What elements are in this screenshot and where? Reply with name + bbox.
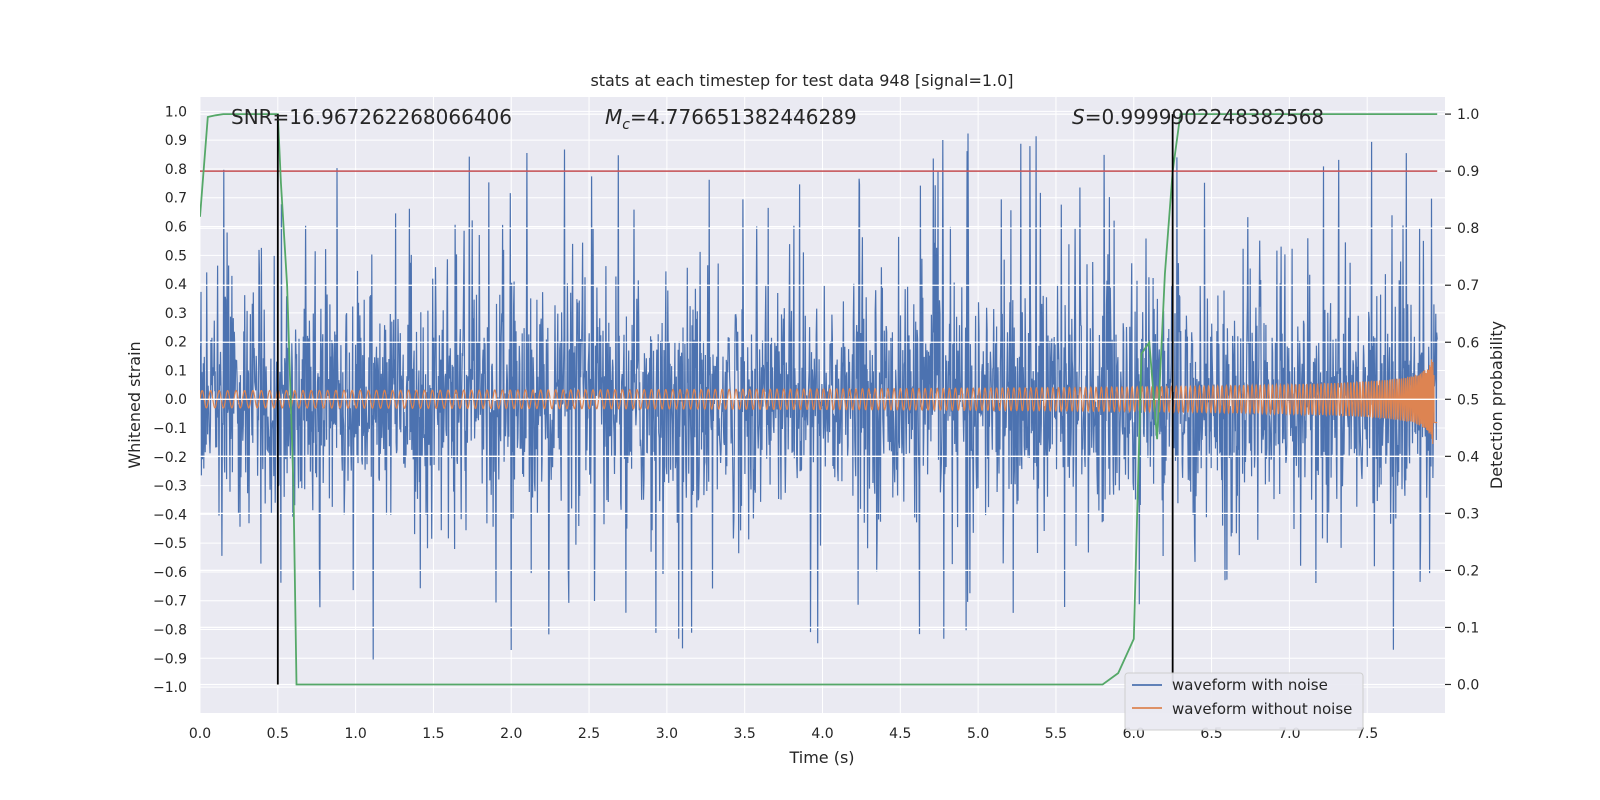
x-tick-label: 3.0 xyxy=(656,726,678,742)
x-axis-label: Time (s) xyxy=(788,748,854,767)
y2-axis-ticks: 1.0 0.9 0.8 0.7 0.6 0.5 0.4 0.3 0.2 0.1 0.0 xyxy=(1445,107,1479,693)
y-tick-label: 0.8 xyxy=(165,162,187,178)
s-annotation: S=0.9999902248382568 xyxy=(1072,105,1324,129)
y-tick-label: −0.1 xyxy=(153,421,187,437)
legend-label-noise: waveform with noise xyxy=(1172,676,1328,694)
y2-tick-label: 0.3 xyxy=(1457,506,1479,522)
y2-axis-label: Detection probability xyxy=(1487,321,1506,489)
y-tick-label: 0.7 xyxy=(165,191,187,207)
y2-tick-label: 0.4 xyxy=(1457,449,1479,465)
y2-tick-label: 0.0 xyxy=(1457,677,1479,693)
y-axis-label: Whitened strain xyxy=(125,341,144,468)
y-tick-label: −0.4 xyxy=(153,507,187,523)
mc-subscript: c xyxy=(622,117,630,133)
mc-value: =4.776651382446289 xyxy=(630,105,857,129)
y2-tick-label: 0.5 xyxy=(1457,392,1479,408)
x-tick-label: 1.0 xyxy=(344,726,366,742)
y2-tick-label: 0.1 xyxy=(1457,620,1479,636)
x-tick-label: 0.5 xyxy=(267,726,289,742)
y-tick-label: −1.0 xyxy=(153,680,187,696)
y-tick-label: −0.6 xyxy=(153,565,187,581)
y-tick-label: 0.0 xyxy=(165,392,187,408)
y-tick-label: 0.5 xyxy=(165,248,187,264)
y-tick-label: 0.2 xyxy=(165,335,187,351)
y-tick-label: −0.9 xyxy=(153,651,187,667)
mc-annotation: Mc=4.776651382446289 xyxy=(605,105,857,133)
snr-annotation: SNR=16.967262268066406 xyxy=(231,105,512,129)
y2-tick-label: 0.9 xyxy=(1457,164,1479,180)
y-tick-label: −0.8 xyxy=(153,623,187,639)
legend: waveform with noise waveform without noi… xyxy=(1124,672,1364,731)
y-tick-label: 0.3 xyxy=(165,306,187,322)
y-tick-label: 0.1 xyxy=(165,363,187,379)
y2-tick-label: 0.2 xyxy=(1457,563,1479,579)
y-tick-label: 0.9 xyxy=(165,133,187,149)
y2-tick-label: 0.8 xyxy=(1457,221,1479,237)
x-tick-label: 3.5 xyxy=(734,726,756,742)
waveform-with-noise-line xyxy=(200,133,1438,660)
y2-tick-label: 0.7 xyxy=(1457,278,1479,294)
x-tick-label: 0.0 xyxy=(189,726,211,742)
y-tick-label: −0.3 xyxy=(153,479,187,495)
s-symbol: S xyxy=(1072,105,1085,129)
x-tick-label: 2.0 xyxy=(500,726,522,742)
y2-tick-label: 1.0 xyxy=(1457,107,1479,123)
y-tick-label: 0.4 xyxy=(165,277,187,293)
detection-probability-line xyxy=(200,113,1438,686)
y2-tick-label: 0.6 xyxy=(1457,335,1479,351)
y-tick-label: 0.6 xyxy=(165,220,187,236)
y-tick-label: −0.7 xyxy=(153,594,187,610)
x-tick-label: 1.5 xyxy=(422,726,444,742)
y-tick-label: 1.0 xyxy=(165,104,187,120)
s-value: =0.9999902248382568 xyxy=(1085,105,1324,129)
x-tick-label: 5.0 xyxy=(967,726,989,742)
chart-title: stats at each timestep for test data 948… xyxy=(590,71,1013,90)
x-tick-label: 5.5 xyxy=(1045,726,1067,742)
y-tick-label: −0.5 xyxy=(153,536,187,552)
mc-symbol: M xyxy=(605,105,622,129)
x-tick-label: 4.5 xyxy=(889,726,911,742)
y-axis-ticks: 1.0 0.9 0.8 0.7 0.6 0.5 0.4 0.3 0.2 0.1 0.0 −0.1 −0.… xyxy=(153,104,187,696)
legend-label-clean: waveform without noise xyxy=(1172,700,1352,718)
x-tick-label: 2.5 xyxy=(578,726,600,742)
x-tick-label: 4.0 xyxy=(811,726,833,742)
y-tick-label: −0.2 xyxy=(153,450,187,466)
x-axis-ticks: 0.0 0.5 1.0 1.5 2.0 2.5 3.0 3.5 4.0 4.5 5.0 5.5 6.0 6… xyxy=(189,726,1378,742)
